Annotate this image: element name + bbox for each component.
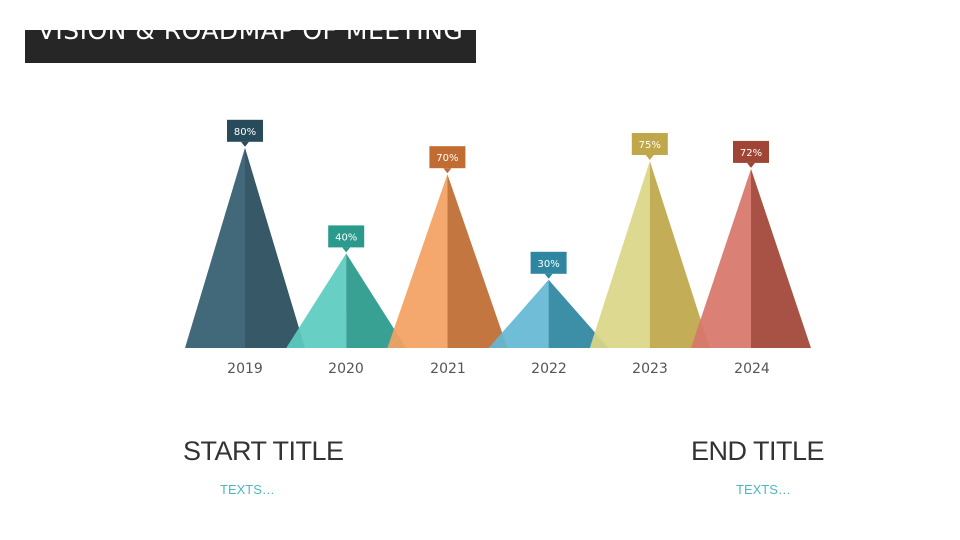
data-label-pointer [747,162,755,168]
peak-right-face [751,168,811,348]
data-label-pointer [443,168,452,174]
data-label: 80% [234,127,256,138]
peak-left-face [589,161,650,348]
data-label-box [733,140,769,163]
peak-left-face [286,253,347,348]
peak-right-face [346,253,407,348]
data-label: 70% [436,153,458,164]
peak-right-face [447,174,508,348]
data-label-pointer [241,141,249,147]
x-tick-label: 2024 [734,361,770,377]
data-label: 40% [335,232,357,243]
x-tick-label: 2020 [328,361,364,377]
peak-right-face [548,279,609,348]
data-label: 72% [740,148,762,159]
x-tick-label: 2021 [430,361,466,377]
peak-right-face [245,147,305,348]
peak-left-face [488,279,549,348]
data-label: 30% [537,259,559,270]
start-text: TEXTS… [220,482,275,497]
data-label-box [530,251,567,274]
data-label-pointer [544,273,553,279]
data-label-box [227,119,263,142]
peak-left-face [185,147,245,348]
x-tick-label: 2019 [227,361,263,377]
end-title: END TITLE [691,436,825,466]
start-title: START TITLE [183,436,344,466]
data-label-box [328,225,365,248]
data-label: 75% [639,140,661,151]
x-tick-label: 2023 [632,361,668,377]
data-label-box [631,133,668,155]
peak-right-face [649,161,710,348]
x-tick-label: 2022 [531,361,567,377]
data-label-pointer [342,247,351,253]
peak-left-face [387,174,448,348]
title-bar: VISION & ROADMAP OF MEETING [25,30,476,63]
slide-title: VISION & ROADMAP OF MEETING [37,30,464,45]
end-text: TEXTS… [736,482,791,497]
data-label-box [429,146,466,169]
data-label-pointer [645,155,654,160]
peak-left-face [691,168,751,348]
